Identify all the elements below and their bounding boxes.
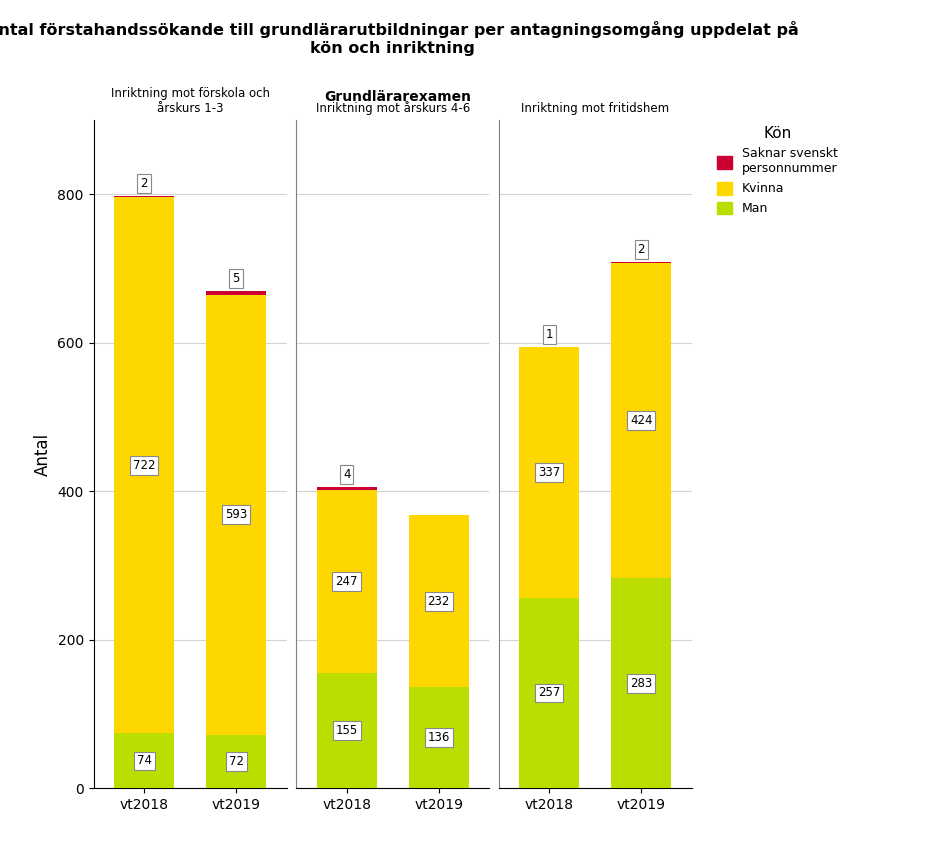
Title: Inriktning mot fritidshem: Inriktning mot fritidshem [521,102,669,115]
Bar [207,735,266,788]
Text: Antal förstahandssökande till grundlärarutbildningar per antagningsomgång uppdel: Antal förstahandssökande till grundlärar… [0,21,799,56]
Text: 247: 247 [336,575,358,588]
Text: 337: 337 [539,466,560,479]
Bar [114,195,174,197]
Legend: Saknar svenskt
personnummer, Kvinna, Man: Saknar svenskt personnummer, Kvinna, Man [717,126,838,215]
Text: 4: 4 [343,468,351,481]
Bar [519,347,579,597]
Bar [409,687,468,788]
Text: 2: 2 [140,177,148,189]
Bar [519,597,579,788]
Title: Inriktning mot förskola och
årskurs 1-3: Inriktning mot förskola och årskurs 1-3 [110,87,269,115]
Text: 74: 74 [137,754,151,768]
Bar [317,490,377,674]
Bar [317,674,377,788]
Title: Inriktning mot årskurs 4-6: Inriktning mot årskurs 4-6 [316,100,469,115]
Text: 283: 283 [630,677,653,690]
Bar [114,734,174,788]
Text: 257: 257 [538,686,560,699]
Bar [611,578,671,788]
Text: 424: 424 [630,414,653,428]
Text: 722: 722 [133,458,155,472]
Bar [114,197,174,734]
Text: 155: 155 [336,724,358,737]
Bar [207,295,266,735]
Text: 2: 2 [638,243,645,256]
Text: 136: 136 [427,731,450,745]
Y-axis label: Antal: Antal [34,433,51,476]
Text: Grundlärarexamen: Grundlärarexamen [324,90,471,104]
Text: 72: 72 [229,755,244,768]
Bar [207,291,266,295]
Bar [611,262,671,263]
Bar [409,515,468,687]
Text: 1: 1 [545,327,553,340]
Text: 593: 593 [225,508,247,521]
Bar [611,263,671,578]
Bar [317,487,377,490]
Text: 5: 5 [233,272,239,285]
Text: 232: 232 [427,595,450,608]
